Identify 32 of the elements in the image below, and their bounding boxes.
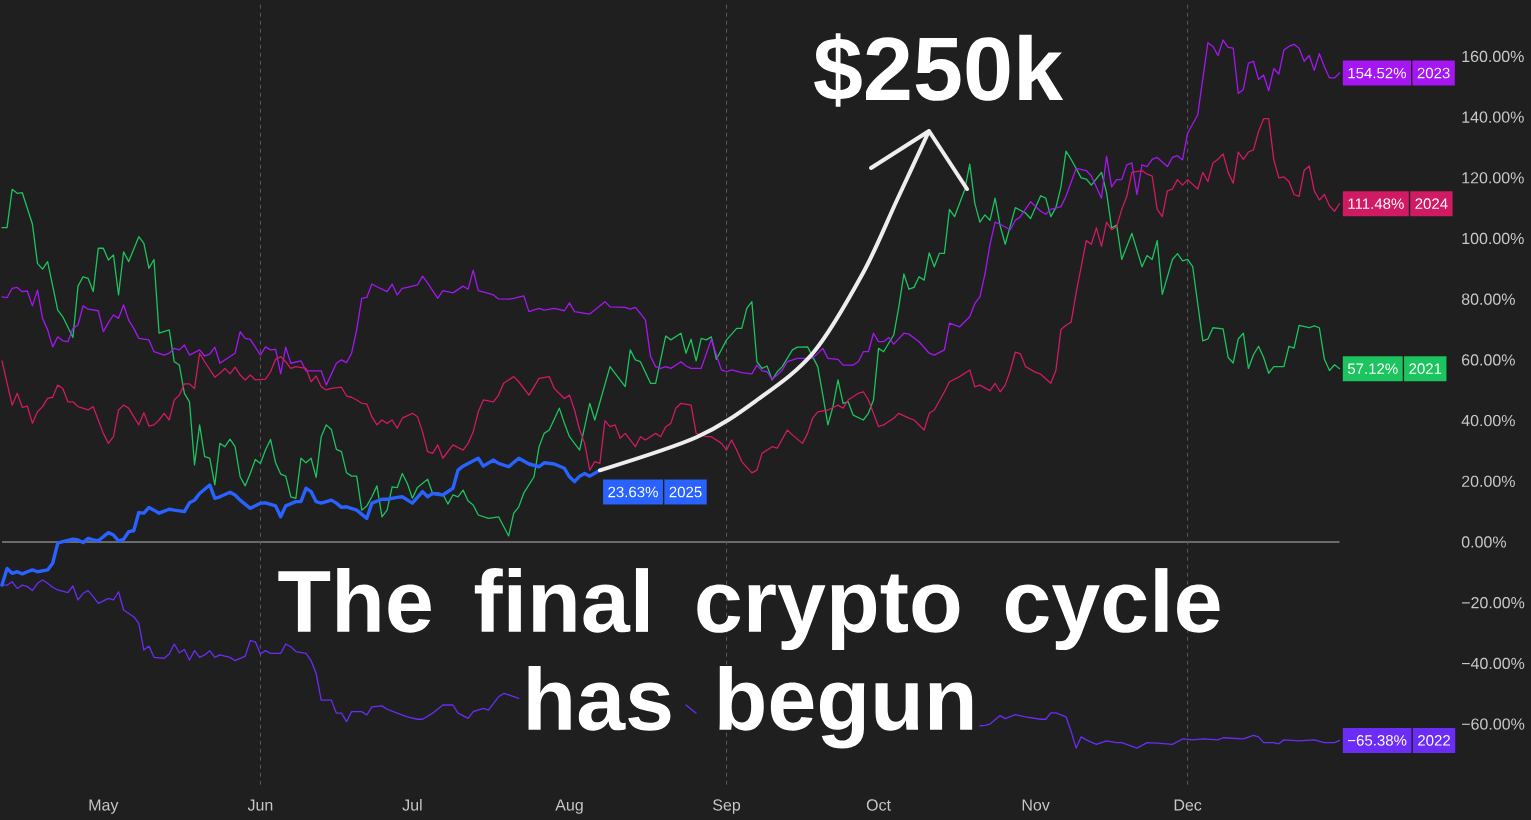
legend-label: 2023 (1417, 67, 1450, 79)
x-tick-label: May (89, 799, 119, 814)
legend-label: 2024 (1415, 198, 1448, 209)
data-label: 111.48% (1348, 198, 1404, 209)
legend-label: 2022 (1418, 735, 1450, 746)
y-tick-label: 60.00% (1462, 354, 1515, 366)
y-tick-label: 120.00% (1462, 172, 1524, 184)
x-tick-label: Nov (1022, 799, 1050, 811)
x-tick-label: Sep (713, 799, 741, 814)
data-label: 23.63% (608, 486, 658, 498)
y-tick-label: 0.00% (1461, 536, 1507, 548)
annotation: $250k (814, 33, 1064, 107)
legend-label: 2025 (669, 486, 702, 498)
x-tick-label: Jun (247, 799, 273, 811)
x-tick-label: Oct (866, 799, 891, 811)
data-label: −65.38% (1348, 735, 1407, 746)
data-label: 154.52% (1348, 67, 1406, 79)
data-label: 57.12% (1347, 363, 1398, 374)
y-tick-label: 160.00% (1462, 50, 1524, 63)
y-tick-label: 100.00% (1462, 232, 1524, 245)
x-tick-label: Jul (402, 798, 422, 811)
y-tick-label: 80.00% (1461, 293, 1515, 305)
x-tick-label: Aug (555, 799, 583, 814)
y-tick-label: 140.00% (1462, 111, 1524, 123)
y-tick-label: −20.00% (1462, 597, 1525, 609)
legend-label: 2021 (1409, 363, 1442, 374)
y-tick-label: 20.00% (1462, 475, 1515, 487)
y-tick-label: −60.00% (1462, 718, 1525, 730)
x-tick-label: Dec (1174, 799, 1202, 811)
y-tick-label: −40.00% (1462, 657, 1525, 670)
text: The final crypto cycle has begun (278, 568, 1220, 749)
y-tick-label: 40.00% (1461, 414, 1515, 427)
